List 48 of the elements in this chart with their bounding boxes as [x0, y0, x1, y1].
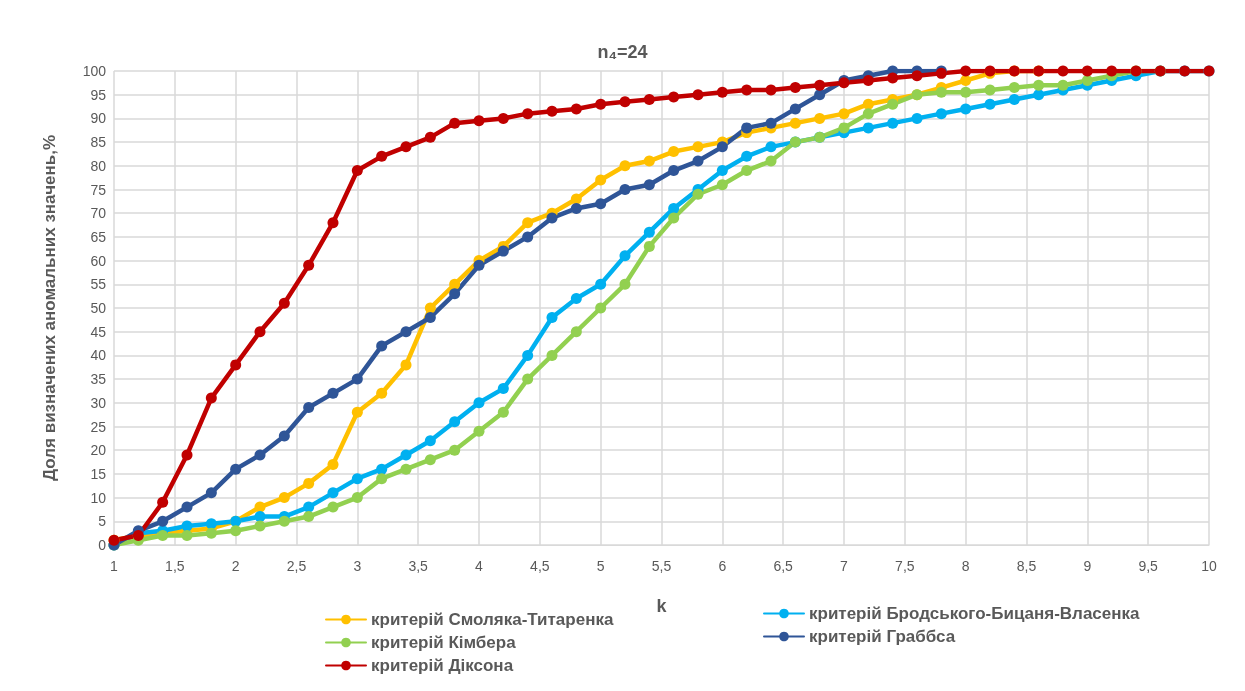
x-axis-title: k: [656, 596, 668, 616]
y-tick-label: 30: [90, 394, 107, 411]
x-tick-label: 7: [840, 558, 849, 574]
x-tick-label: 6,5: [773, 558, 794, 574]
x-tick-label: 8: [961, 558, 970, 574]
x-tick-label: 5,5: [651, 558, 672, 574]
x-tick-label: 9: [1083, 558, 1092, 574]
legend-label: критерій Граббса: [809, 627, 956, 646]
legend-label: критерій Діксона: [371, 656, 514, 675]
y-tick-label: 95: [90, 86, 107, 103]
x-tick-label: 5: [596, 558, 605, 574]
x-tick-label: 9,5: [1138, 558, 1159, 574]
y-tick-label: 55: [90, 276, 107, 293]
y-tick-label: 65: [90, 228, 107, 245]
x-tick-label: 1,5: [165, 558, 185, 574]
x-tick-label: 8,5: [1016, 558, 1037, 574]
x-tick-label: 4,5: [530, 558, 550, 574]
x-tick-label: 7,5: [895, 558, 915, 574]
y-tick-label: 40: [90, 347, 107, 364]
y-tick-label: 20: [90, 442, 107, 459]
legend-label: критерій Кімбера: [371, 633, 517, 652]
y-tick-label: 50: [90, 300, 107, 316]
y-tick-label: 10: [90, 489, 107, 506]
y-tick-label: 15: [90, 465, 107, 482]
x-tick-label: 2,5: [286, 558, 307, 574]
legend-label: критерій Бродського-Бицаня-Власенка: [809, 604, 1141, 623]
y-tick-label: 45: [90, 323, 107, 340]
x-tick-label: 3,5: [408, 558, 429, 574]
x-tick-label: 3: [353, 558, 362, 574]
y-tick-label: 60: [90, 252, 107, 269]
x-tick-label: 2: [231, 558, 240, 574]
legend-label: критерій Смоляка-Титаренка: [371, 610, 614, 629]
y-tick-label: 25: [90, 418, 107, 435]
y-tick-label: 70: [90, 205, 107, 222]
y-tick-label: 5: [98, 513, 107, 530]
y-axis-title: Доля визначених аномальних значень,%: [40, 134, 59, 482]
y-tick-label: 35: [90, 371, 107, 388]
x-tick-label: 1: [110, 558, 119, 574]
x-tick-label: 4: [475, 558, 484, 574]
y-tick-label: 0: [98, 537, 107, 553]
y-tick-label: 80: [90, 157, 107, 174]
y-tick-label: 75: [90, 181, 107, 198]
chart-title: n₄=24: [597, 42, 648, 62]
x-tick-label: 10: [1201, 558, 1217, 574]
y-tick-label: 85: [90, 134, 107, 151]
x-tick-label: 6: [718, 558, 727, 574]
y-tick-label: 100: [82, 63, 107, 79]
y-tick-label: 90: [90, 110, 107, 127]
